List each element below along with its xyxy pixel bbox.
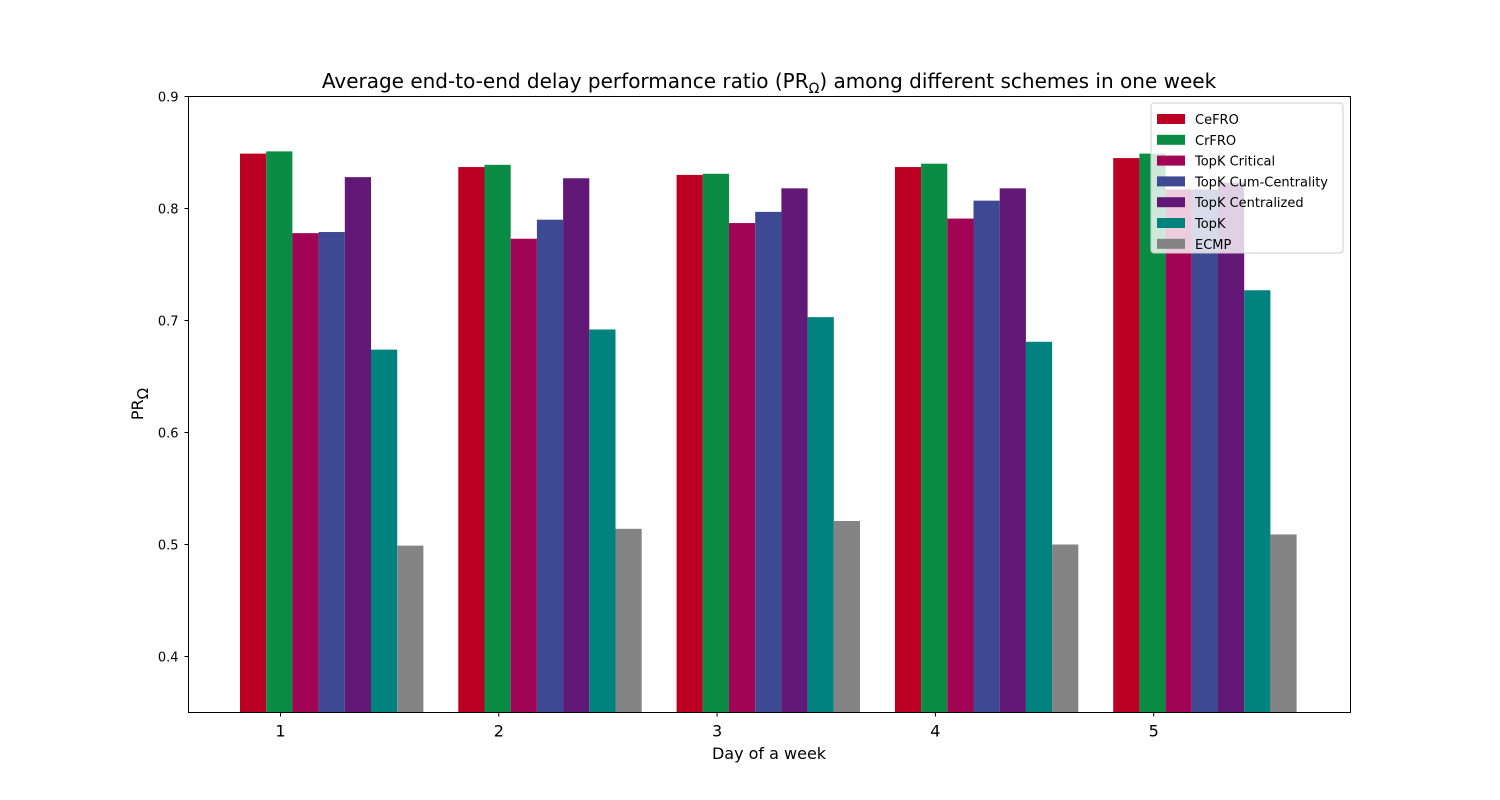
bar-ecmp-day-5 [1270,534,1297,713]
bar-topk-critical-day-3 [729,223,756,713]
bar-topk-day-4 [1025,341,1053,713]
chart-title: Average end-to-end delay performance rat… [322,69,1217,97]
x-tick-label: 4 [930,722,940,741]
legend-swatch-cefro [1157,114,1185,124]
bar-topk-centralized-day-5 [1218,182,1245,713]
bar-topk-cum-centrality-day-5 [1191,189,1218,713]
legend-swatch-ecmp [1157,238,1185,249]
y-axis: 0.4 0.5 0.6 0.7 0.8 0.9 [158,91,189,666]
bar-topk-day-1 [371,349,398,713]
y-axis-label: PRΩ [128,388,152,420]
legend-swatch-topk-cum-centrality [1157,176,1185,187]
bar-crfro-day-4 [921,163,948,713]
legend-label: TopK [1194,217,1226,232]
bar-crfro-day-3 [702,173,729,713]
legend: CeFRO CrFRO TopK Critical TopK Cum-Centrali… [1150,102,1344,254]
plot-frame [188,96,1351,713]
bar-cefro-day-4 [894,167,922,713]
y-tick-label: 0.5 [158,539,179,554]
bar-topk-day-3 [807,317,834,713]
bar-topk-centralized-day-1 [344,177,371,713]
y-tick-label: 0.9 [158,91,179,106]
bar-ecmp-day-3 [833,520,860,713]
legend-swatch-crfro [1157,134,1185,145]
y-tick-label: 0.7 [158,315,179,330]
x-tick-label: 1 [275,722,285,741]
bar-cefro-day-2 [458,167,485,713]
bar-cefro-day-1 [240,153,267,713]
legend-label: CrFRO [1195,134,1236,149]
chart-title-subscript: Ω [809,81,820,97]
legend-label: CeFRO [1195,113,1239,128]
legend-label: TopK Critical [1194,155,1275,170]
y-tick-label: 0.4 [158,651,179,666]
bar-crfro-day-1 [266,151,293,713]
legend-label: TopK Centralized [1194,196,1304,211]
bar-topk-cum-centrality-day-4 [973,200,1000,713]
bar-topk-day-5 [1244,290,1271,713]
bar-cefro-day-5 [1113,158,1140,713]
x-axis: 1 2 3 4 5 [275,712,1159,741]
bar-ecmp-day-1 [397,545,424,713]
bar-topk-cum-centrality-day-3 [755,211,782,713]
legend-box [1150,102,1344,254]
bar-ecmp-day-2 [615,528,642,713]
y-axis-label-subscript: Ω [134,388,152,399]
legend-swatch-topk-critical [1157,155,1185,166]
bar-topk-critical-day-1 [292,233,319,713]
y-tick-label: 0.8 [158,203,179,218]
legend-label: TopK Cum-Centrality [1194,175,1328,190]
x-axis-label: Day of a week [712,744,827,763]
bars-group [240,151,1297,713]
bar-topk-cum-centrality-day-1 [318,232,345,713]
bar-topk-centralized-day-3 [781,188,808,713]
bar-cefro-day-3 [676,174,703,713]
x-tick-label: 2 [494,722,504,741]
legend-swatch-topk-centralized [1157,197,1185,208]
bar-topk-day-2 [589,329,616,713]
bar-topk-centralized-day-4 [999,188,1026,713]
bar-topk-critical-day-4 [947,218,974,713]
bar-topk-critical-day-2 [510,238,537,713]
x-tick-label: 3 [712,722,722,741]
bar-topk-cum-centrality-day-2 [536,219,564,713]
bar-crfro-day-2 [484,164,511,713]
x-tick-label: 5 [1149,722,1159,741]
bar-topk-critical-day-5 [1165,189,1192,713]
bar-topk-centralized-day-2 [563,178,590,713]
legend-swatch-topk [1157,218,1185,228]
y-tick-label: 0.6 [158,427,179,442]
legend-label: ECMP [1195,238,1232,253]
bar-ecmp-day-4 [1052,544,1079,713]
